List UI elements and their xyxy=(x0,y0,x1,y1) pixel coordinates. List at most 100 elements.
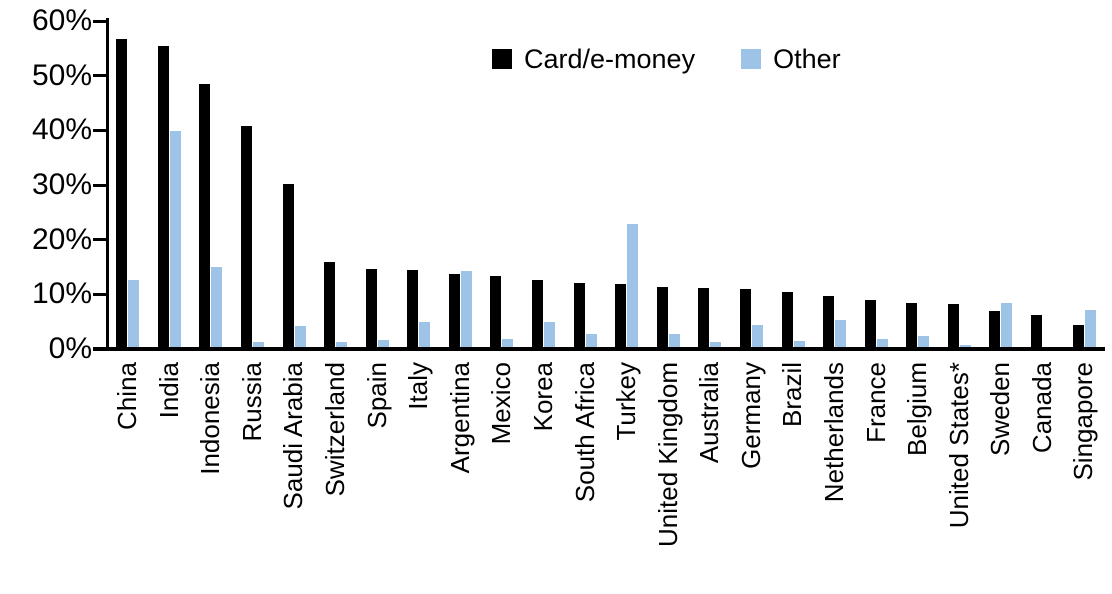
bar-other xyxy=(419,322,431,347)
x-label-italy: Italy xyxy=(403,362,434,410)
x-label-russia: Russia xyxy=(236,362,267,442)
y-tick-mark xyxy=(93,183,107,187)
bar-card-e-money xyxy=(739,289,751,347)
bar-group-brazil xyxy=(772,21,814,347)
y-tick-label: 30% xyxy=(31,168,92,201)
x-label-netherlands: Netherlands xyxy=(818,362,849,503)
legend-label-card-e-money: Card/e-money xyxy=(524,44,696,74)
x-label-belgium: Belgium xyxy=(902,362,933,456)
legend-label-other: Other xyxy=(773,44,841,74)
bar-group-canada xyxy=(1022,21,1064,347)
bar-card-e-money xyxy=(365,269,377,347)
bar-group-sweden xyxy=(980,21,1022,347)
bar-group-india xyxy=(149,21,191,347)
y-tick-mark xyxy=(93,292,107,296)
bar-card-e-money xyxy=(656,287,668,347)
x-label-mexico: Mexico xyxy=(486,362,517,445)
y-tick-label: 20% xyxy=(31,222,92,256)
y-tick-mark xyxy=(93,238,107,242)
y-tick-label: 40% xyxy=(31,113,92,147)
x-label-united-kingdom: United Kingdom xyxy=(652,362,683,547)
bar-card-e-money xyxy=(864,300,876,347)
bar-group-saudi-arabia xyxy=(273,21,315,347)
bar-card-e-money xyxy=(615,284,627,347)
bar-card-e-money xyxy=(823,296,835,347)
bar-other xyxy=(1001,303,1013,347)
bar-other xyxy=(294,326,306,347)
bar-group-russia xyxy=(232,21,274,347)
bar-other xyxy=(128,280,140,347)
bar-other xyxy=(169,131,181,347)
bar-other xyxy=(585,334,597,347)
bar-other xyxy=(668,334,680,347)
bar-group-france xyxy=(855,21,897,347)
bar-other xyxy=(793,341,805,347)
y-tick-mark xyxy=(93,74,107,78)
bar-card-e-money xyxy=(282,184,294,347)
bar-other xyxy=(876,339,888,347)
bar-group-netherlands xyxy=(814,21,856,347)
x-label-korea: Korea xyxy=(527,362,558,432)
bar-other xyxy=(835,320,847,347)
y-tick-label: 0% xyxy=(48,332,92,365)
x-label-south-africa: South Africa xyxy=(569,362,600,503)
x-label-switzerland: Switzerland xyxy=(320,362,351,497)
bar-card-e-money xyxy=(573,283,585,347)
bar-group-argentina xyxy=(440,21,482,347)
y-tick-label: 60% xyxy=(31,4,92,37)
bar-other xyxy=(751,325,763,347)
y-tick-mark xyxy=(93,19,107,23)
legend-swatch-other xyxy=(741,49,762,69)
bar-other xyxy=(460,271,472,347)
y-tick-mark xyxy=(93,128,107,132)
bar-other xyxy=(918,336,930,347)
bar-group-mexico xyxy=(481,21,523,347)
bar-group-switzerland xyxy=(315,21,357,347)
x-label-argentina: Argentina xyxy=(444,362,475,474)
x-label-saudi-arabia: Saudi Arabia xyxy=(278,362,309,510)
bar-other xyxy=(710,342,722,347)
bar-other xyxy=(627,224,639,347)
bar-other xyxy=(336,342,348,347)
bar-card-e-money xyxy=(906,303,918,347)
x-label-canada: Canada xyxy=(1026,362,1057,454)
bar-card-e-money xyxy=(989,311,1001,347)
bar-other xyxy=(959,345,971,347)
x-label-spain: Spain xyxy=(361,362,392,429)
x-label-germany: Germany xyxy=(735,362,766,469)
x-label-singapore: Singapore xyxy=(1068,362,1099,481)
bar-group-italy xyxy=(398,21,440,347)
bar-card-e-money xyxy=(1031,315,1042,347)
bar-other xyxy=(1084,310,1096,347)
bar-card-e-money xyxy=(241,126,253,347)
x-label-turkey: Turkey xyxy=(611,362,642,441)
x-label-brazil: Brazil xyxy=(777,362,808,428)
y-tick-label: 50% xyxy=(31,58,92,92)
bar-other xyxy=(211,267,223,347)
y-axis-line xyxy=(106,18,109,349)
bar-card-e-money xyxy=(490,276,502,347)
bar-group-australia xyxy=(689,21,731,347)
x-label-france: France xyxy=(860,362,891,443)
bar-group-united-kingdom xyxy=(648,21,690,347)
x-label-india: India xyxy=(153,362,184,419)
bar-group-south-africa xyxy=(564,21,606,347)
bar-group-korea xyxy=(523,21,565,347)
bar-group-belgium xyxy=(897,21,939,347)
y-tick-label: 10% xyxy=(31,277,92,311)
bar-other xyxy=(502,339,514,347)
bar-group-singapore xyxy=(1063,21,1105,347)
bar-group-united-states- xyxy=(939,21,981,347)
legend-item-other: Other xyxy=(741,44,841,74)
x-label-china: China xyxy=(112,362,143,430)
x-axis-line xyxy=(93,347,1105,351)
bar-card-e-money xyxy=(407,270,419,347)
bar-other xyxy=(253,342,265,347)
bar-card-e-money xyxy=(947,304,959,347)
bar-card-e-money xyxy=(157,46,169,347)
x-label-sweden: Sweden xyxy=(985,362,1016,456)
bar-group-turkey xyxy=(606,21,648,347)
bar-card-e-money xyxy=(1072,325,1084,347)
x-label-united-states-: United States* xyxy=(943,362,974,529)
